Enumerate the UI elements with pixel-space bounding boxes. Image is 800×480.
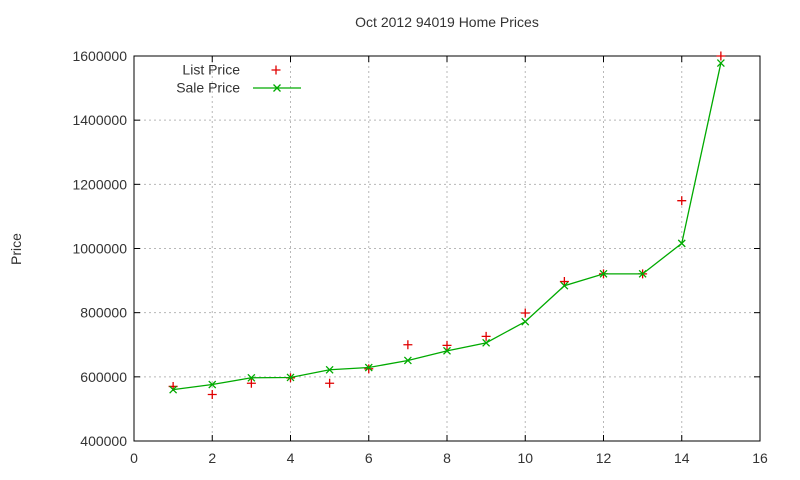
data-point-sale-price (403, 356, 412, 365)
y-tick-label: 1400000 (72, 112, 127, 128)
x-tick-label: 6 (365, 450, 373, 466)
y-tick-label: 1600000 (72, 48, 127, 64)
data-point-list-price (559, 277, 569, 287)
data-point-sale-price (325, 365, 334, 374)
y-tick-label: 1000000 (72, 241, 127, 257)
data-point-list-price (520, 308, 530, 318)
legend: List Price Sale Price (176, 62, 301, 96)
data-point-sale-price (247, 373, 256, 382)
data-point-list-price (677, 196, 687, 206)
x-tick-label: 4 (287, 450, 295, 466)
data-point-sale-price (521, 317, 530, 326)
data-point-list-price (403, 340, 413, 350)
data-point-list-price (364, 364, 374, 374)
series-layer (168, 51, 726, 399)
data-point-sale-price (638, 269, 647, 278)
data-point-list-price (481, 331, 491, 341)
data-point-sale-price (443, 346, 451, 355)
data-point-list-price (325, 378, 335, 388)
y-tick-label: 800000 (80, 305, 127, 321)
data-point-sale-price (716, 59, 725, 68)
y-tick-label: 400000 (80, 433, 127, 449)
data-point-sale-price (286, 373, 295, 382)
data-point-sale-price (169, 385, 178, 394)
series-list-price (168, 51, 726, 399)
x-tick-label: 14 (674, 450, 690, 466)
legend-marker-list-price (271, 65, 281, 75)
data-point-sale-price (560, 281, 569, 290)
data-point-sale-price (677, 239, 686, 248)
x-tick-label: 0 (130, 450, 138, 466)
legend-samples (253, 65, 301, 92)
x-tick-label: 2 (208, 450, 216, 466)
data-point-sale-price (599, 269, 608, 278)
legend-label-sale-price: Sale Price (176, 80, 240, 96)
legend-marker-sale-price (273, 84, 281, 92)
data-point-list-price (246, 378, 256, 388)
x-tick-label: 8 (443, 450, 451, 466)
data-point-list-price (442, 340, 452, 350)
y-tick-label: 600000 (80, 369, 127, 385)
series-sale-price (169, 59, 725, 394)
x-tick-label: 16 (752, 450, 768, 466)
x-tick-label: 12 (596, 450, 612, 466)
x-tick-label: 10 (517, 450, 533, 466)
data-point-sale-price (208, 380, 217, 389)
axes-layer: 0 2 4 6 8 10 12 14 16 400000 600000 800000 1000000 12… (72, 48, 768, 466)
plot-border (133, 55, 761, 442)
legend-label-list-price: List Price (182, 62, 240, 78)
chart-title: Oct 2012 94019 Home Prices (355, 14, 539, 30)
data-point-list-price (207, 389, 217, 399)
grid-layer (134, 56, 760, 441)
data-point-sale-price (482, 338, 491, 347)
data-point-sale-price (364, 363, 373, 372)
data-point-list-price (716, 51, 726, 61)
y-tick-label: 1200000 (72, 176, 127, 192)
